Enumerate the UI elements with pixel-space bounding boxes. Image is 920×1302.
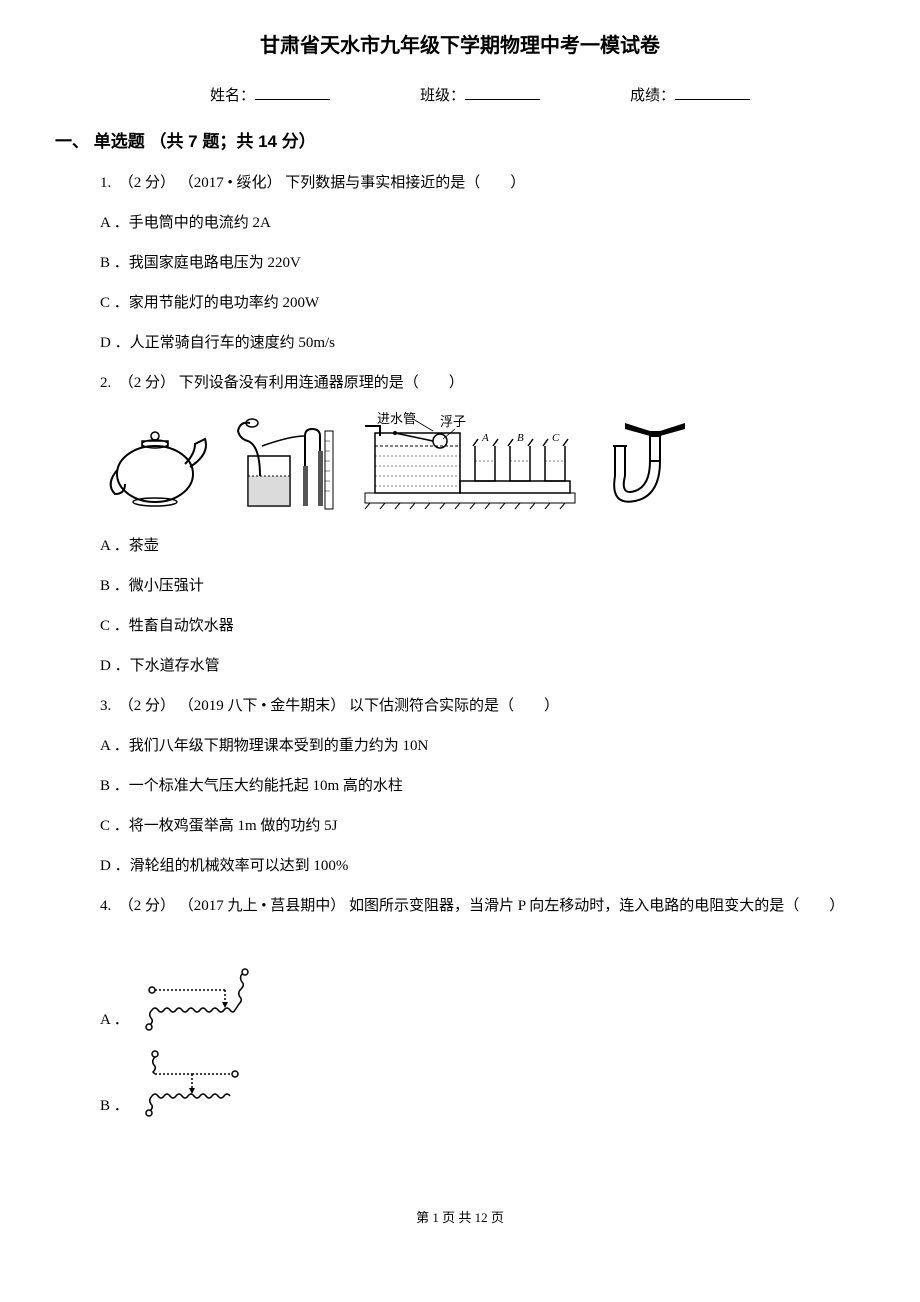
trough-c: C [543,432,568,481]
question-2-option-a: A ．茶壶 [100,534,865,558]
name-label: 姓名： [210,88,255,104]
rheostat-a-image [137,960,252,1032]
name-blank [255,85,330,100]
question-4-option-a-label: A ． [100,1008,129,1032]
question-1-option-c: C ．家用节能灯的电功率约 200W [100,291,865,315]
teapot-image [100,419,210,509]
question-1-option-d: D ．人正常骑自行车的速度约 50m/s [100,331,865,355]
question-4: 4. （2 分） （2017 九上 • 莒县期中） 如图所示变阻器，当滑片 P … [55,894,865,1118]
score-field: 成绩： [630,84,750,108]
svg-text:C: C [552,432,560,444]
float-label: 浮子 [440,414,466,429]
question-4-option-b-label: B ． [100,1094,129,1118]
feeder-image: 进水管 浮子 [355,411,585,516]
question-3-option-b: B ．一个标准大气压大约能托起 10m 高的水柱 [100,774,865,798]
svg-text:A: A [481,432,489,444]
student-info-row: 姓名： 班级： 成绩： [55,84,865,108]
question-1-option-a: A ．手电筒中的电流约 2A [100,211,865,235]
question-4-stem: 4. （2 分） （2017 九上 • 莒县期中） 如图所示变阻器，当滑片 P … [100,894,865,918]
page-footer: 第 1 页 共 12 页 [55,1208,865,1229]
question-2-images: 进水管 浮子 [100,411,865,516]
rheostat-b-image [137,1046,252,1118]
page-title: 甘肃省天水市九年级下学期物理中考一模试卷 [55,30,865,62]
question-4-option-b: B ． [100,1040,865,1118]
trough-a: A [473,432,498,481]
class-blank [465,85,540,100]
question-1-option-b: B ．我国家庭电路电压为 220V [100,251,865,275]
question-4-option-a: A ． [100,954,865,1032]
question-2-option-c: C ．牲畜自动饮水器 [100,614,865,638]
inlet-label: 进水管 [377,411,416,426]
question-1-stem: 1. （2 分） （2017 • 绥化） 下列数据与事实相接近的是（ ） [100,171,865,195]
question-3-option-c: C ．将一枚鸡蛋举高 1m 做的功约 5J [100,814,865,838]
class-field: 班级： [420,84,540,108]
svg-text:B: B [517,432,524,444]
question-2: 2. （2 分） 下列设备没有利用连通器原理的是（ ） [55,371,865,678]
question-2-option-d: D ．下水道存水管 [100,654,865,678]
question-1: 1. （2 分） （2017 • 绥化） 下列数据与事实相接近的是（ ） A ．… [55,171,865,355]
trough-b: B [508,432,533,481]
question-3-option-a: A ．我们八年级下期物理课本受到的重力约为 10N [100,734,865,758]
manometer-image [230,411,335,516]
score-label: 成绩： [630,88,675,104]
name-field: 姓名： [210,84,330,108]
score-blank [675,85,750,100]
question-2-option-b: B ．微小压强计 [100,574,865,598]
section-1-header: 一、 单选题 （共 7 题；共 14 分） [55,128,865,155]
question-3: 3. （2 分） （2019 八下 • 金牛期末） 以下估测符合实际的是（ ） … [55,694,865,878]
question-2-stem: 2. （2 分） 下列设备没有利用连通器原理的是（ ） [100,371,865,395]
question-3-option-d: D ．滑轮组的机械效率可以达到 100% [100,854,865,878]
question-3-stem: 3. （2 分） （2019 八下 • 金牛期末） 以下估测符合实际的是（ ） [100,694,865,718]
drain-image [605,411,705,516]
class-label: 班级： [420,88,465,104]
